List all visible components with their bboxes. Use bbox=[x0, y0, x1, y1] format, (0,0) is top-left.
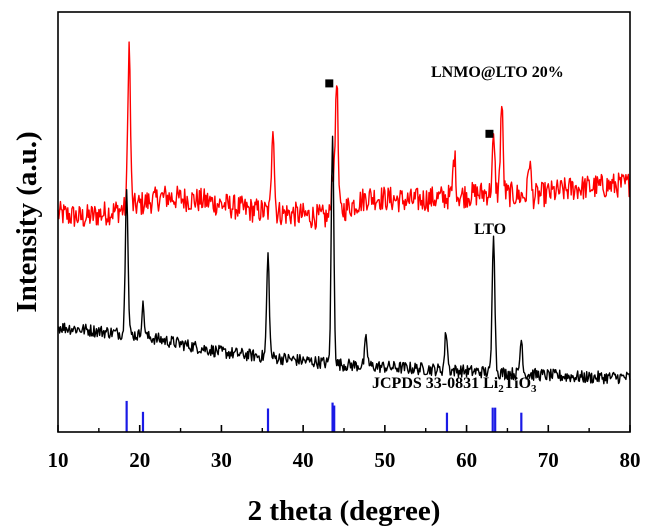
x-tick-label: 60 bbox=[456, 448, 477, 472]
marker-layer bbox=[325, 79, 494, 138]
square-marker bbox=[325, 79, 334, 88]
x-tick-label: 40 bbox=[293, 448, 314, 472]
square-marker bbox=[485, 129, 494, 138]
x-tick-label: 80 bbox=[620, 448, 641, 472]
x-tick-label: 70 bbox=[538, 448, 559, 472]
series-line-lnmo-lto bbox=[57, 41, 631, 230]
y-axis-title: Intensity (a.u.) bbox=[11, 131, 43, 312]
x-tick-label: 20 bbox=[129, 448, 150, 472]
x-axis-title: 2 theta (degree) bbox=[248, 495, 441, 527]
reference-label: JCPDS 33-0831 Li2TiO3 bbox=[372, 375, 537, 395]
series-layer bbox=[57, 41, 631, 385]
x-tick-label: 50 bbox=[374, 448, 395, 472]
reference-layer bbox=[125, 400, 523, 432]
reference-label-main: JCPDS 33-0831 Li bbox=[372, 375, 499, 392]
x-tick-label: 30 bbox=[211, 448, 232, 472]
x-tick-label: 10 bbox=[48, 448, 69, 472]
series-label-top: LNMO@LTO 20% bbox=[431, 64, 564, 81]
reference-label-mid: TiO bbox=[504, 375, 531, 392]
series-line-lto bbox=[57, 135, 631, 385]
series-label-bottom: LTO bbox=[474, 221, 506, 238]
plot-area: 10 20 30 40 50 60 70 80 bbox=[48, 11, 641, 472]
tick-layer: 10 20 30 40 50 60 70 80 bbox=[48, 425, 641, 472]
reference-label-sub2: 3 bbox=[531, 383, 537, 395]
reference-label-sub1: 2 bbox=[498, 383, 504, 395]
